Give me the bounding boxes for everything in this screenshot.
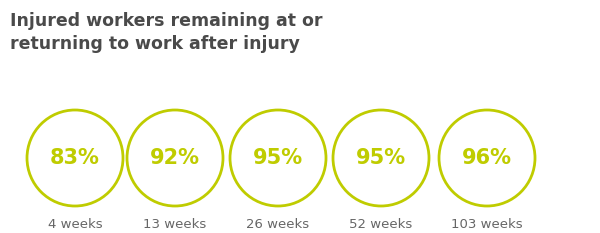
Text: Injured workers remaining at or
returning to work after injury: Injured workers remaining at or returnin… [10, 12, 323, 53]
Text: 13 weeks: 13 weeks [143, 218, 206, 231]
Text: 96%: 96% [462, 148, 512, 168]
Text: 103 weeks: 103 weeks [451, 218, 523, 231]
Text: 83%: 83% [50, 148, 100, 168]
Text: 52 weeks: 52 weeks [349, 218, 413, 231]
Text: 92%: 92% [150, 148, 200, 168]
Text: 4 weeks: 4 weeks [47, 218, 103, 231]
Text: 95%: 95% [356, 148, 406, 168]
Text: 26 weeks: 26 weeks [247, 218, 310, 231]
Text: 95%: 95% [253, 148, 303, 168]
